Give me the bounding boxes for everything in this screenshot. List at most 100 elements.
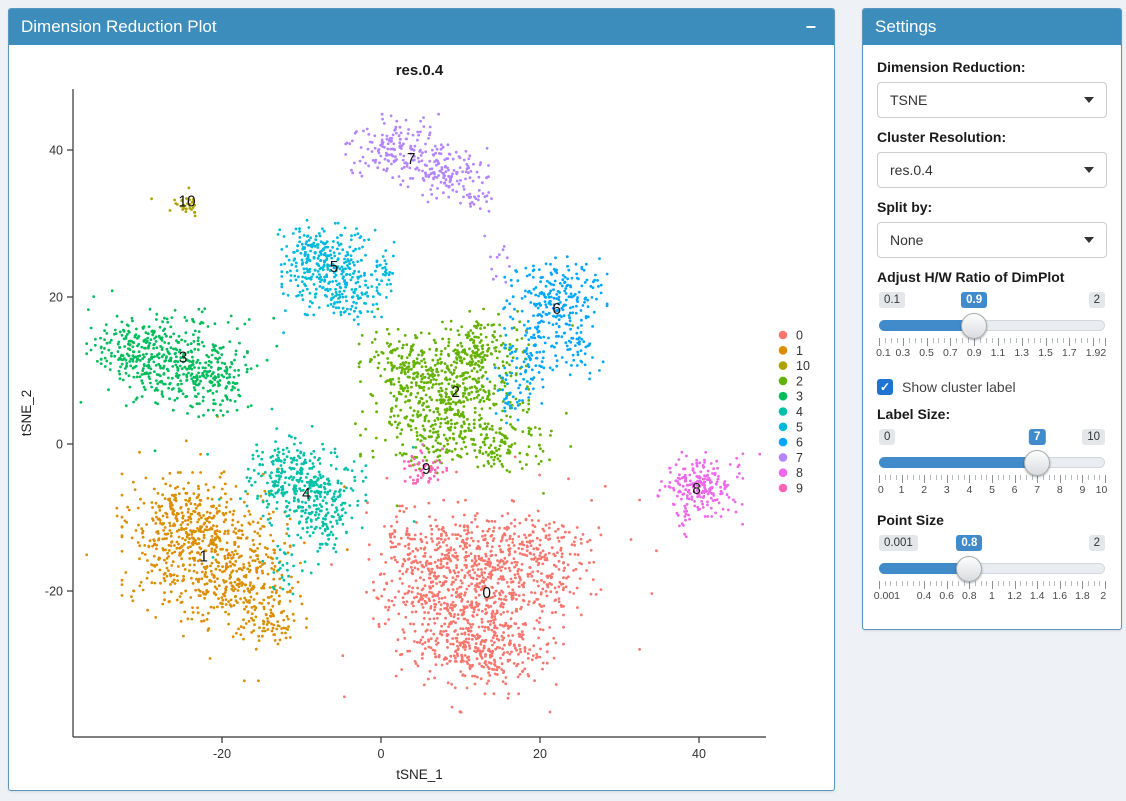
cluster-8-points [656,450,762,526]
cluster-label-6: 6 [552,301,561,318]
cluster-label-4: 4 [302,486,311,503]
label-size-slider[interactable]: 0 7 10 0 1 2 3 4 5 6 7 8 9 10 [878,429,1107,501]
cluster-1-points [85,415,349,683]
cluster-2-points [427,307,574,414]
svg-text:40: 40 [692,747,706,761]
cluster-2-points [371,400,488,475]
cluster-6-points [550,316,605,381]
slider-value-badge: 0.8 [956,535,983,551]
cluster-label-0: 0 [482,585,491,602]
cluster-4-points [206,407,416,566]
point-size-label: Point Size [877,512,944,528]
cluster-label-1: 1 [199,548,208,565]
caret-down-icon [1084,167,1094,173]
plot-panel-title: Dimension Reduction Plot [21,17,217,36]
split-by-value: None [890,232,924,248]
cluster-5-points [278,218,396,335]
dimension-reduction-plot-panel: Dimension Reduction Plot − -20 0 20 40 -20 0 2… [8,8,835,791]
svg-text:tSNE_2: tSNE_2 [19,390,34,437]
split-by-select[interactable]: None [877,222,1107,258]
cluster-label-5: 5 [330,259,339,276]
settings-panel: Settings Dimension Reduction: TSNE Clust… [862,8,1122,630]
slider-max-badge: 2 [1088,292,1105,308]
cluster-7-points [459,179,493,213]
cluster-4-points [255,434,312,476]
cluster-1-points [123,439,224,557]
hw-ratio-label: Adjust H/W Ratio of DimPlot [877,269,1065,285]
slider-handle[interactable] [1024,450,1051,476]
cluster-6-points [502,255,609,346]
slider-max-badge: 2 [1088,535,1105,551]
cluster-label-8: 8 [692,481,701,498]
dimension-reduction-value: TSNE [890,92,928,108]
cluster-label-2: 2 [451,384,460,401]
slider-max-badge: 10 [1082,429,1105,445]
cluster-2-points [357,327,489,417]
show-cluster-label-checkbox[interactable]: ✓ Show cluster label [877,379,1107,395]
slider-value-badge: 0.9 [961,292,988,308]
svg-text:0: 0 [56,438,63,452]
cluster-3-points [85,289,170,392]
svg-text:res.0.4: res.0.4 [396,62,444,79]
hw-ratio-slider[interactable]: 0.1 0.9 2 0.1 0.3 0.5 0.7 0.9 1.1 1.3 1.5 1.7 1.9… [876,292,1106,364]
cluster-5-points [276,227,332,273]
cluster-6-points [493,289,561,405]
point-size-slider[interactable]: 0.001 0.8 2 0.001 0.4 0.6 0.8 1 1.2 1.4 1.6 1.8 2 [874,535,1106,607]
svg-text:20: 20 [49,291,63,305]
slider-grid: 0.1 0.3 0.5 0.7 0.9 1.1 1.3 1.5 1.7 1.9 2 [876,338,1106,364]
cluster-0-points [330,455,517,641]
cluster-2-points [447,408,573,495]
slider-grid: 0.001 0.4 0.6 0.8 1 1.2 1.4 1.6 1.8 2 [874,581,1106,607]
cluster-resolution-value: res.0.4 [890,162,933,178]
checkbox-checked-icon[interactable]: ✓ [877,379,893,395]
cluster-3-points [162,319,279,417]
label-size-label: Label Size: [877,406,951,422]
cluster-7-points [344,112,489,189]
svg-text:-20: -20 [45,585,63,599]
cluster-resolution-label: Cluster Resolution: [877,129,1007,145]
svg-text:-20: -20 [213,747,231,761]
tsne-plot-area: -20 0 20 40 -20 0 20 40 res.0.4 tSNE_1 tSNE_2 0 1 2 3 4… [9,45,834,789]
minimize-icon[interactable]: − [805,17,816,37]
cluster-label-3: 3 [179,349,188,366]
slider-handle[interactable] [956,556,983,582]
plot-panel-header: Dimension Reduction Plot − [9,9,834,45]
cluster-7-points [483,234,511,284]
cluster-1-points [182,510,306,660]
svg-text:tSNE_1: tSNE_1 [396,767,443,782]
slider-handle[interactable] [961,313,988,339]
slider-value-badge: 7 [1028,429,1046,445]
caret-down-icon [1084,237,1094,243]
tsne-scatter-plot: -20 0 20 40 -20 0 20 40 res.0.4 tSNE_1 tSNE_2 0 1 2 3 4… [19,62,810,782]
cluster-label-10: 10 [178,193,196,210]
cluster-label-7: 7 [407,151,416,168]
slider-min-badge: 0.1 [879,292,905,308]
cluster-4-points [296,503,364,554]
settings-panel-title: Settings [875,17,937,36]
cluster-1-points [239,595,308,651]
settings-panel-header: Settings [863,9,1121,45]
cluster-label-9: 9 [422,461,431,478]
svg-text:0: 0 [378,747,385,761]
cluster-0-points [402,473,658,617]
cluster-0-points [341,465,641,714]
cluster-0-points [392,603,496,687]
dimension-reduction-select[interactable]: TSNE [877,82,1107,118]
cluster-3-points [79,295,276,453]
cluster-4-points [261,534,313,596]
slider-min-badge: 0.001 [879,535,918,551]
cluster-10-points [150,186,197,218]
cluster-5-points [374,249,395,293]
svg-text:20: 20 [533,747,547,761]
cluster-resolution-select[interactable]: res.0.4 [877,152,1107,188]
slider-min-badge: 0 [879,429,896,445]
dimension-reduction-label: Dimension Reduction: [877,59,1026,75]
slider-grid: 0 1 2 3 4 5 6 7 8 9 10 [878,475,1107,501]
caret-down-icon [1084,97,1094,103]
checkbox-label: Show cluster label [902,379,1016,395]
cluster-6-points [485,377,532,425]
cluster-5-points [326,280,388,326]
svg-text:40: 40 [49,144,63,158]
cluster-7-points [399,143,490,211]
